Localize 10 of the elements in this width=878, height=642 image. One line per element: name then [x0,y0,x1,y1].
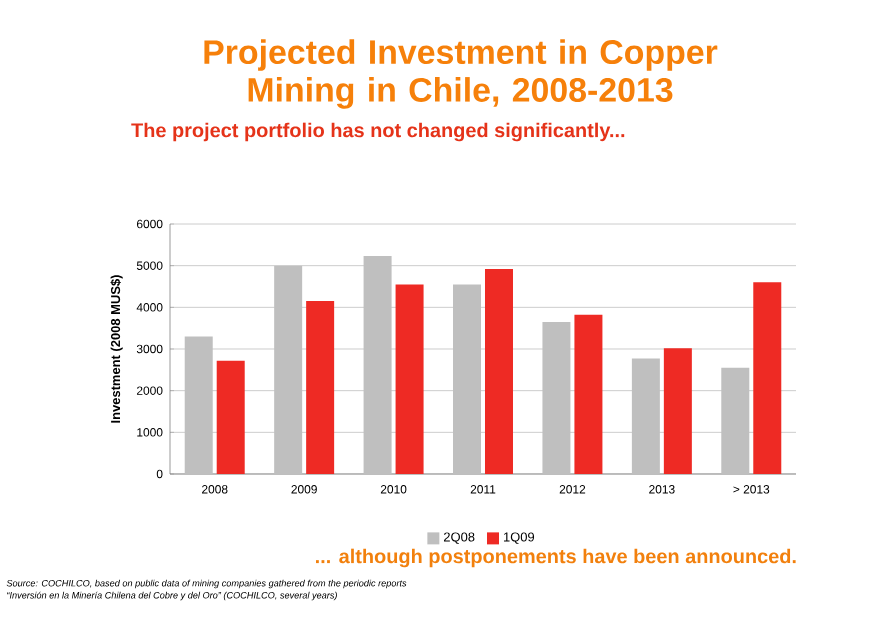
bar [574,314,603,474]
bar [484,269,513,474]
bar [753,282,782,474]
chart-subtitle: The project portfolio has not changed significantly... [131,122,625,142]
bar [306,301,335,474]
chart-title: Projected Investment in Copper Mining in Chile, 2008-2013 [204,39,718,109]
bar [395,284,424,474]
text: ... although postponements have been announced. [316,548,796,568]
bar [663,348,692,474]
bar [216,360,245,474]
